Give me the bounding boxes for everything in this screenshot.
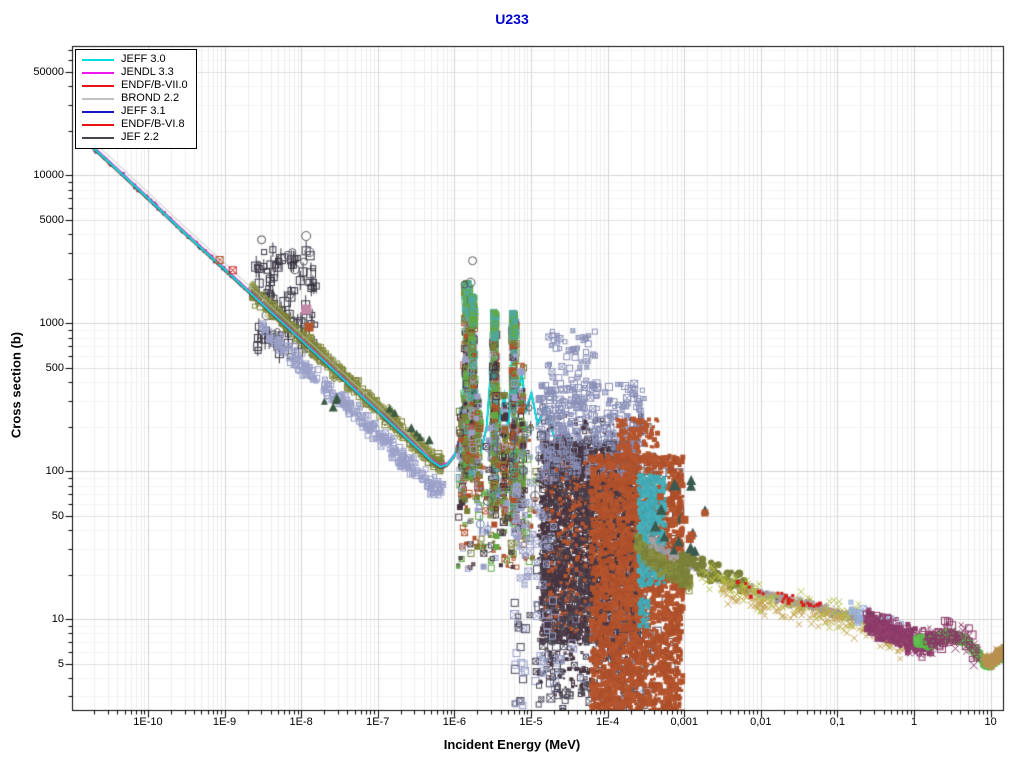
legend-item-label: JEF 2.2 [121, 131, 159, 143]
legend-line-swatch [82, 136, 114, 139]
y-axis-title: Cross section (b) [8, 331, 24, 439]
legend-item: JEFF 3.1 [82, 105, 188, 118]
y-tick-label: 500 [45, 361, 64, 374]
y-tick-label: 1000 [39, 317, 64, 330]
legend-item-label: ENDF/B-VII.0 [121, 79, 188, 91]
y-tick-label: 5 [57, 657, 64, 670]
legend-item-label: JEFF 3.1 [121, 105, 166, 117]
x-tick-label: 10 [984, 716, 997, 728]
x-tick-label: 1E-10 [133, 716, 163, 728]
x-tick-label: 1E-6 [442, 716, 466, 728]
legend-item: ENDF/B-VI.8 [82, 118, 188, 131]
x-tick-label: 1E-5 [519, 716, 543, 728]
x-tick-label: 1E-9 [212, 716, 237, 728]
legend-item-label: BROND 2.2 [121, 92, 180, 104]
x-tick-label: 0,01 [750, 716, 772, 728]
legend-line-swatch [82, 84, 114, 87]
legend-item-label: JENDL 3.3 [121, 66, 174, 78]
legend-line-swatch [82, 110, 114, 113]
y-tick-label: 10 [51, 613, 64, 626]
legend-item: ENDF/B-VII.0 [82, 79, 188, 92]
legend-line-swatch [82, 71, 114, 74]
legend-item: JEF 2.2 [82, 131, 188, 144]
legend-item: JENDL 3.3 [82, 66, 188, 79]
legend-item-label: ENDF/B-VI.8 [121, 118, 185, 130]
x-tick-label: 1E-7 [366, 716, 390, 728]
x-axis-title: Incident Energy (MeV) [443, 737, 581, 752]
y-tick-label: 10000 [33, 169, 64, 182]
x-tick-label: 1E-8 [289, 716, 313, 728]
legend: JEFF 3.0 JENDL 3.3 ENDF/B-VII.0 BROND 2.2 JE… [75, 49, 197, 149]
legend-line-swatch [82, 58, 114, 61]
legend-line-swatch [82, 97, 114, 100]
legend-line-swatch [82, 123, 114, 126]
legend-item-label: JEFF 3.0 [121, 53, 166, 65]
y-tick-label: 50000 [33, 66, 64, 79]
x-tick-label: 1E-4 [595, 716, 620, 728]
x-tick-label: 1 [910, 716, 918, 728]
legend-item: BROND 2.2 [82, 92, 188, 105]
x-tick-label: 0,001 [670, 716, 698, 728]
y-tick-label: 100 [45, 465, 64, 478]
y-tick-label: 50 [51, 509, 64, 522]
x-tick-label: 0,1 [829, 716, 846, 728]
legend-item: JEFF 3.0 [82, 53, 188, 66]
y-tick-label: 5000 [39, 213, 64, 226]
